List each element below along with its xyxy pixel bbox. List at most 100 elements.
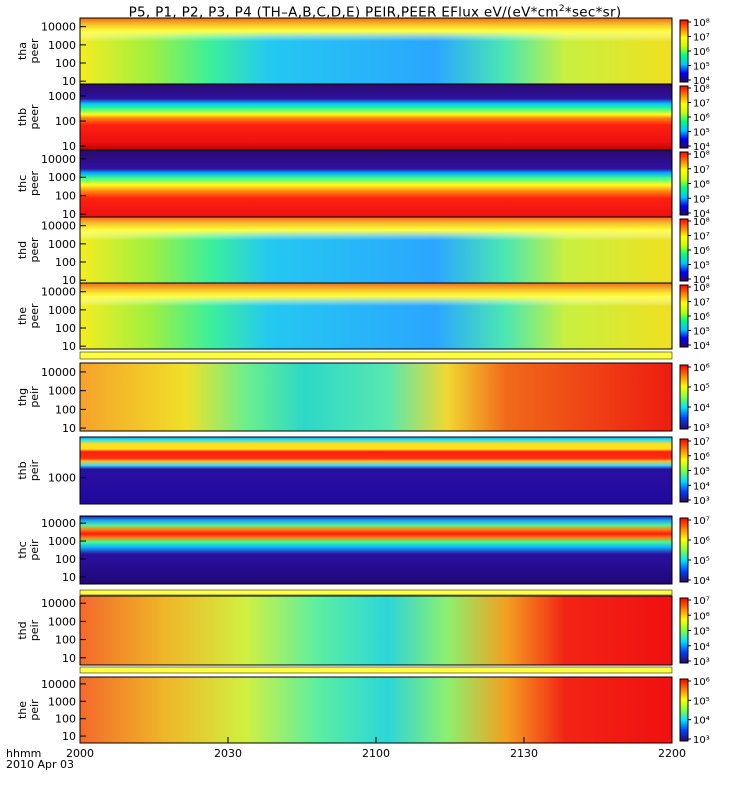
y-tick-label: 100 [55, 322, 76, 335]
y-tick-label: 1000 [48, 171, 76, 184]
x-label-hhmm: hhmm [6, 747, 41, 760]
y-tick-label: 1000 [48, 238, 76, 251]
colorbar-tick-label: 10⁵ [693, 261, 710, 272]
panel-frame [79, 362, 673, 432]
panel-frame [79, 595, 673, 666]
colorbar-tick-label: 10⁴ [693, 642, 710, 653]
title-units: *sec*sr) [564, 4, 622, 21]
y-tick-label: 1000 [48, 695, 76, 708]
colorbar-tick-label: 10⁵ [693, 556, 710, 567]
title-superscript: 2 [558, 4, 565, 14]
panel-frame [79, 282, 673, 350]
y-tick-label: 1000 [48, 39, 76, 52]
colorbar-tick-label: 10⁵ [693, 327, 710, 338]
colorbar-tick-label: 10⁶ [693, 611, 710, 622]
y-tick-label: 10 [62, 571, 76, 584]
y-label-species: peir [28, 386, 41, 408]
colorbar-thc-peer [679, 151, 689, 216]
panel-thb-peir: 1000 thb peir 10³ 10⁴ 10⁵ 10⁶ 10⁷ [16, 436, 710, 507]
colorbar-tick-label: 10⁵ [693, 194, 710, 205]
y-label-probe: thb [16, 461, 29, 479]
colorbar-tick-label: 10⁷ [693, 165, 710, 176]
spectrogram-overlay [80, 283, 672, 349]
y-tick-label: 10000 [41, 366, 76, 379]
colorbar-tick-label: 10³ [693, 657, 710, 668]
y-label-probe: the [16, 701, 29, 719]
y-label-species: peir [28, 459, 41, 481]
panel-the-peer: 10 100 1000 10000 the peer 10⁴ 10⁵ 10⁶ 10⁷ 10⁸ [16, 282, 710, 353]
colorbar-tick-label: 10⁴ [693, 142, 710, 153]
colorbar-tick-label: 10⁵ [693, 128, 710, 139]
y-label-species: peir [28, 619, 41, 641]
colorbar-tick-label: 10⁶ [693, 113, 710, 124]
colorbar-tick-label: 10⁴ [693, 576, 710, 587]
colorbar-tick-label: 10³ [693, 735, 710, 746]
y-tick-label: 100 [55, 190, 76, 203]
y-tick-label: 1000 [48, 472, 76, 485]
panel-thb-peer: 10 100 1000 thb peer 10⁴ 10⁵ 10⁶ 10⁷ 10⁸ [16, 83, 710, 153]
panel-frame [79, 515, 673, 585]
y-tick-label: 100 [55, 115, 76, 128]
spectrogram-thb-peir [80, 437, 672, 504]
y-tick-label: 10000 [41, 153, 76, 166]
x-tick-label: 2000 [66, 747, 94, 760]
panel-thd-peer: 10 100 1000 10000 thd peer 10⁴ 10⁵ 10⁶ 10⁷ 10⁸ [16, 216, 710, 287]
separator-strip [79, 351, 673, 360]
x-tick-label: 2130 [510, 747, 538, 760]
spectrogram-the-peir [80, 677, 672, 743]
y-tick-label: 10000 [41, 678, 76, 691]
colorbar-tick-label: 10⁵ [693, 696, 710, 707]
colorbar-tick-label: 10⁶ [693, 536, 710, 547]
y-tick-label: 100 [55, 57, 76, 70]
colorbar-tick-label: 10⁷ [693, 596, 710, 607]
colorbar-thb-peer [679, 85, 689, 149]
y-tick-label: 10000 [41, 21, 76, 34]
y-tick-label: 1000 [48, 615, 76, 628]
colorbar-tick-label: 10⁵ [693, 62, 710, 73]
colorbar-tick-label: 10⁴ [693, 275, 710, 286]
y-tick-label: 10000 [41, 286, 76, 299]
y-tick-label: 100 [55, 634, 76, 647]
y-tick-label: 10 [62, 652, 76, 665]
spectrogram-thb-peer [80, 84, 672, 150]
colorbar-tick-label: 10⁶ [693, 363, 710, 374]
colorbar-tick-label: 10⁸ [693, 18, 710, 29]
colorbar-tick-label: 10⁸ [693, 217, 710, 228]
colorbar-tick-label: 10⁶ [693, 180, 710, 191]
y-label-species: peer [28, 303, 41, 329]
colorbar-the-peir [679, 678, 689, 742]
y-tick-label: 100 [55, 713, 76, 726]
colorbar-tick-label: 10⁴ [693, 481, 710, 492]
x-tick-label: 2030 [214, 747, 242, 760]
y-tick-label: 10 [62, 274, 76, 287]
colorbar-tick-label: 10⁷ [693, 298, 710, 309]
y-tick-label: 10000 [41, 517, 76, 530]
colorbar-thd-peir [679, 597, 689, 664]
y-label-probe: thc [16, 175, 29, 192]
colorbar-tick-label: 10⁷ [693, 232, 710, 243]
y-label-species: peer [28, 237, 41, 263]
spectrogram-thg-peir [80, 363, 672, 431]
colorbar-tick-label: 10⁸ [693, 150, 710, 161]
colorbar-tha-peer [679, 19, 689, 83]
colorbar-tick-label: 10⁶ [693, 677, 710, 688]
colorbar-tick-label: 10⁴ [693, 76, 710, 87]
spectrogram-thd-peir [80, 596, 672, 665]
y-label-probe: thc [16, 541, 29, 558]
y-label-species: peer [28, 38, 41, 64]
separator-strip [79, 589, 673, 596]
colorbar-tick-label: 10⁵ [693, 467, 710, 478]
colorbar-tick-label: 10⁸ [693, 84, 710, 95]
y-tick-label: 10000 [41, 597, 76, 610]
panel-tha-peer: 10 100 1000 10000 tha peer 10⁴ 10⁵ 10⁶ 10⁷ 10⁸ [16, 17, 710, 88]
y-tick-label: 1000 [48, 535, 76, 548]
y-tick-label: 10 [62, 75, 76, 88]
spectrogram-thc-peer [80, 150, 672, 217]
colorbar-tick-label: 10⁶ [693, 452, 710, 463]
colorbar-tick-label: 10⁴ [693, 341, 710, 352]
panel-the-peir: 10 100 1000 10000 the peir 10³ 10⁴ 10⁵ 10⁶ [16, 676, 710, 746]
panel-thd-peir: 10 100 1000 10000 thd peir 10³ 10⁴ 10⁵ 10⁶ 10⁷ [16, 595, 710, 668]
